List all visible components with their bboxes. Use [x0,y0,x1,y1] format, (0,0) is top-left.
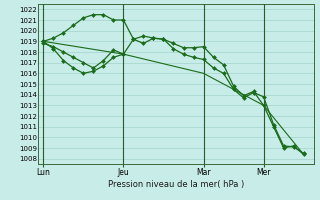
X-axis label: Pression niveau de la mer( hPa ): Pression niveau de la mer( hPa ) [108,180,244,189]
